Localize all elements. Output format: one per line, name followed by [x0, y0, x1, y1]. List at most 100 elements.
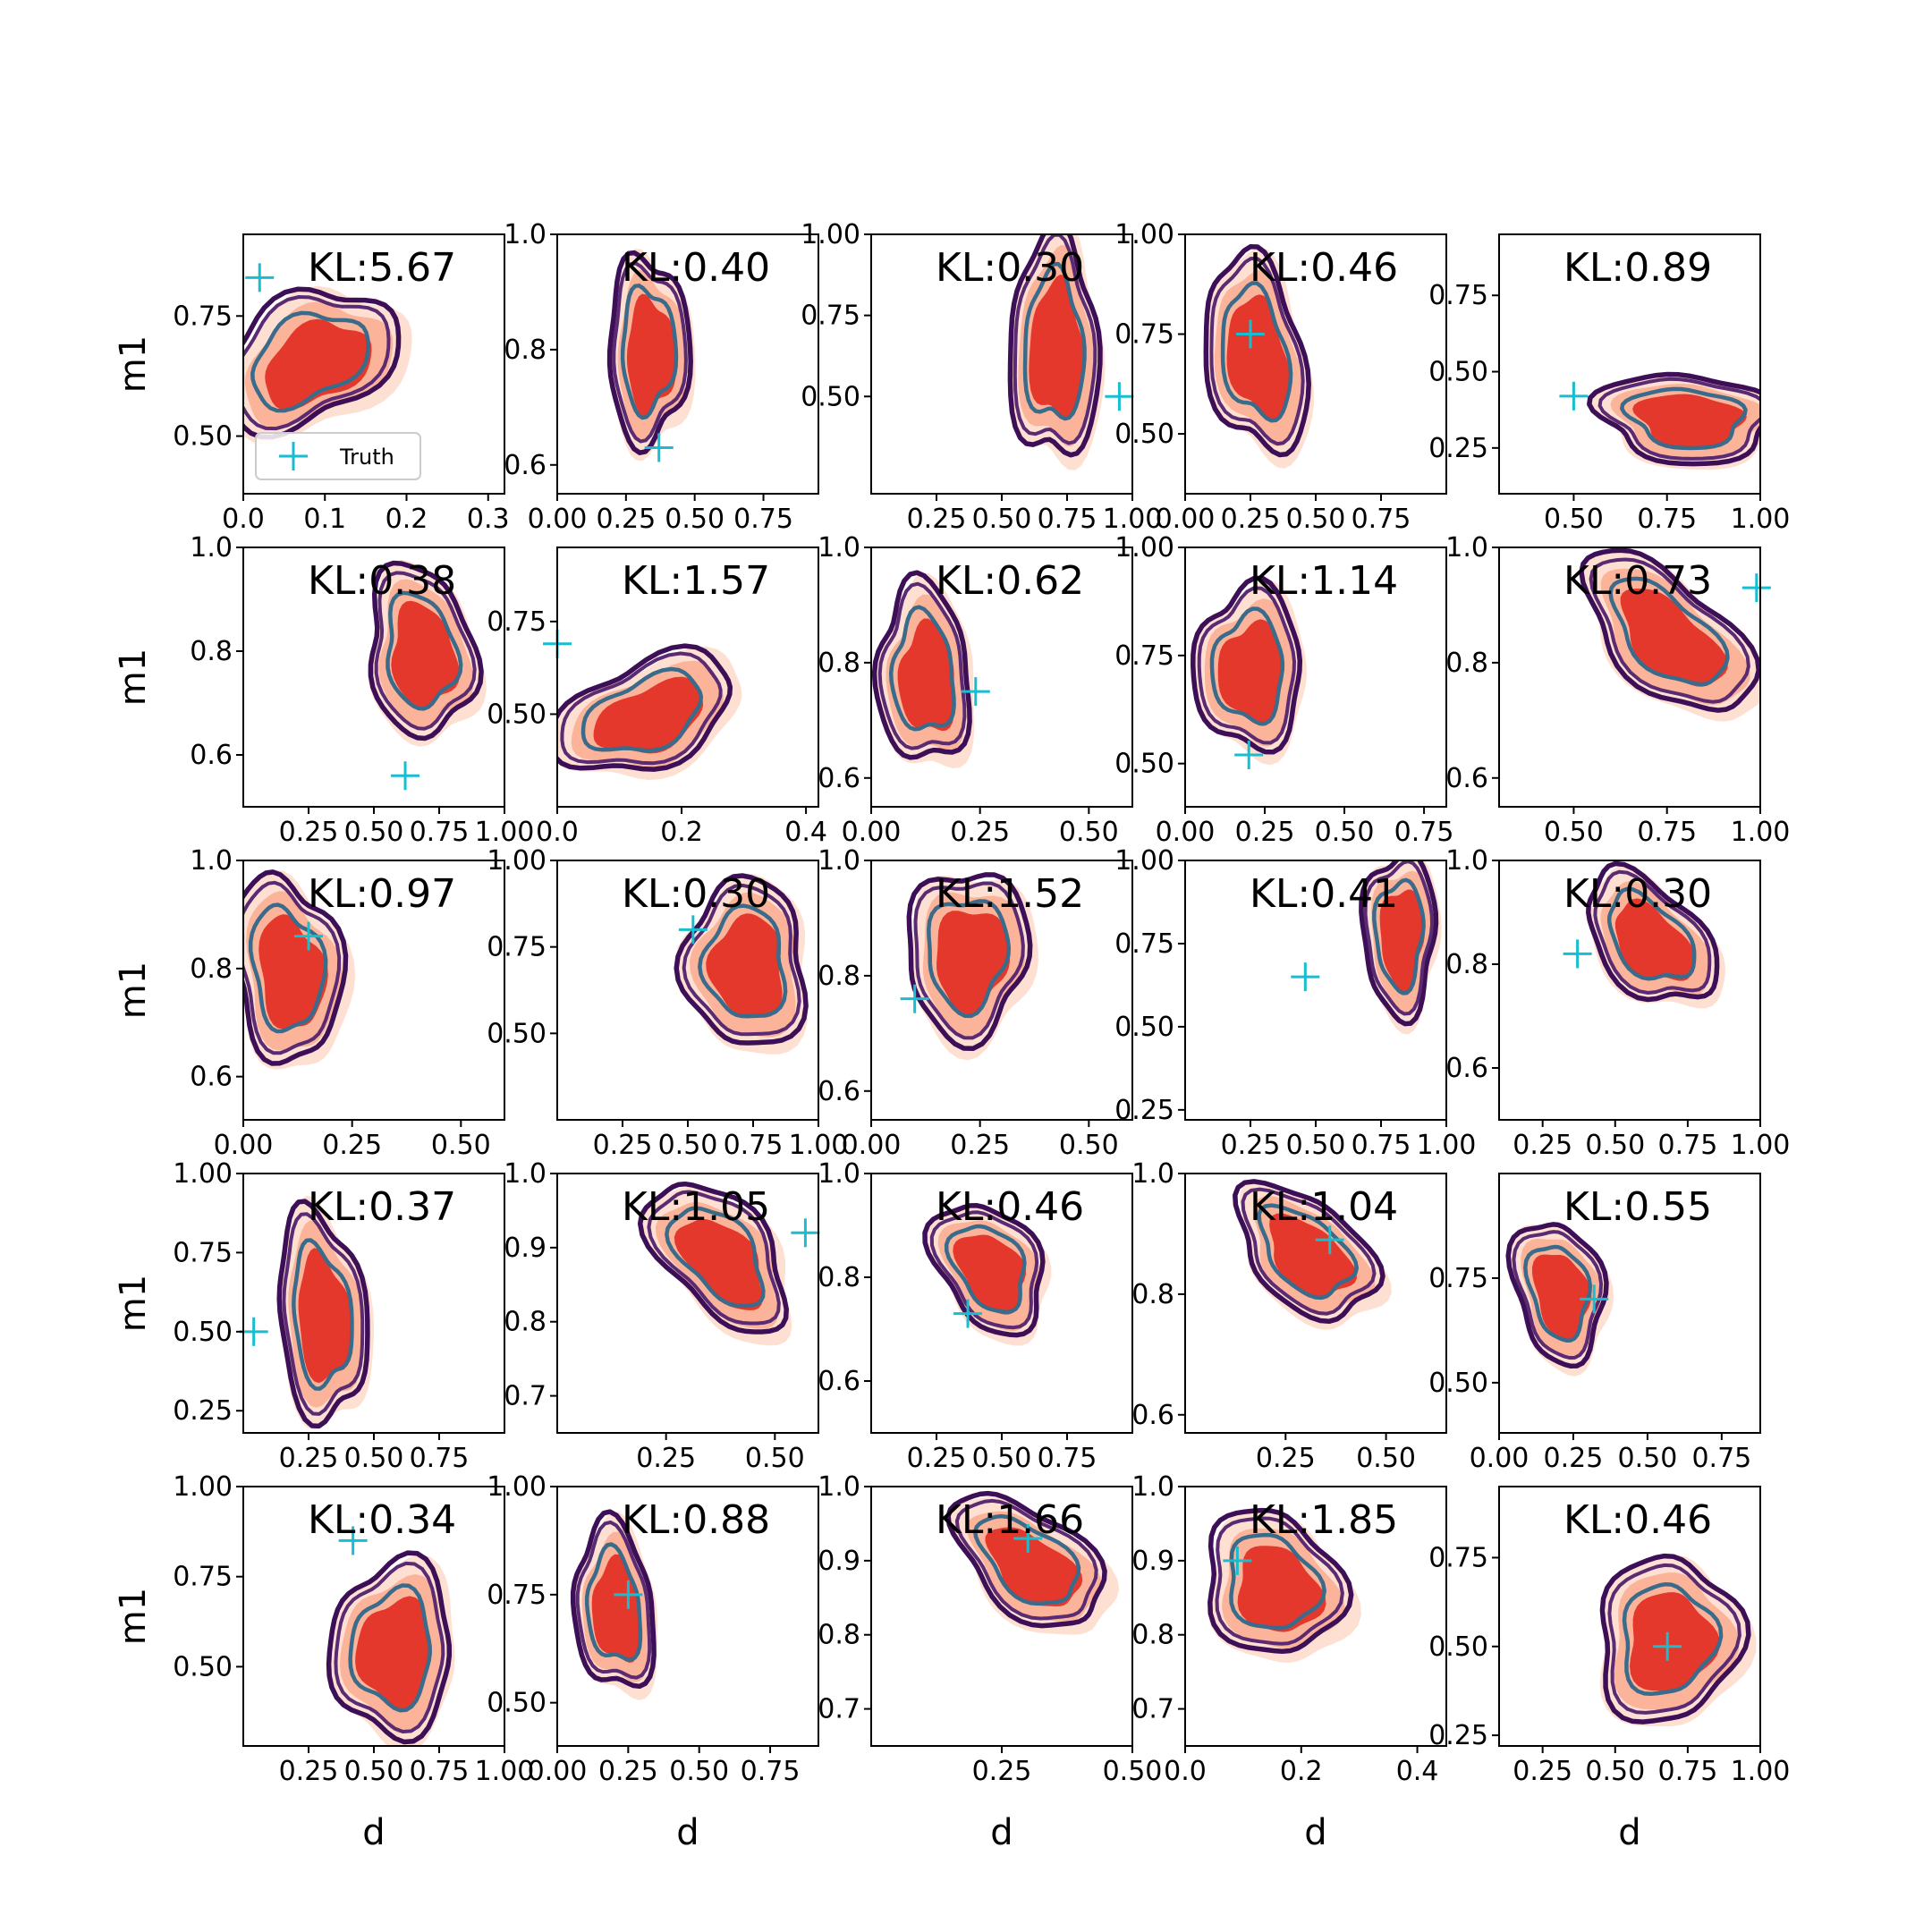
panel-plot-area	[1586, 860, 1725, 1009]
contour-outer	[1203, 244, 1311, 458]
x-tick-label: 0.50	[431, 1130, 491, 1161]
kl-annotation: KL:0.38	[308, 558, 456, 604]
panel-plot-area	[906, 872, 1038, 1061]
y-tick-label: 0.9	[504, 1233, 547, 1264]
x-tick-label: 0.4	[784, 817, 827, 848]
contour-inner	[1209, 606, 1285, 726]
y-tick-label: 0.8	[818, 648, 860, 679]
contour-inner	[1257, 1203, 1360, 1301]
contour-middle	[1013, 234, 1097, 445]
x-tick-label: 0.2	[386, 504, 428, 535]
x-tick-label: 0.25	[322, 1130, 382, 1161]
panel-frame	[556, 547, 819, 808]
truth-marker	[1315, 1225, 1344, 1255]
kl-annotation: KL:1.05	[622, 1184, 770, 1230]
y-tick-label: 0.75	[1428, 280, 1488, 311]
y-tick-label: 0.8	[1131, 1279, 1174, 1310]
y-tick-label: 0.25	[1114, 1095, 1174, 1126]
x-tick-label: 0.75	[410, 817, 470, 848]
contour-inner	[348, 1583, 432, 1713]
panel-6: 0.25 0.50 0.75 1.00 0.6 0.8 1.0 KL:0.38 m1	[113, 532, 534, 848]
x-tick-label: 0.50	[344, 1443, 404, 1474]
panel-22: 0.00 0.25 0.50 0.75 0.50 0.75 1.00 KL:0.88 d	[487, 1471, 819, 1853]
density-fill-level-3	[674, 1218, 763, 1310]
x-tick-label: 0.50	[1585, 1130, 1645, 1161]
contour-middle	[243, 295, 391, 431]
panel-frame	[870, 860, 1133, 1121]
truth-marker	[644, 433, 674, 462]
contour-middle	[1197, 586, 1296, 745]
x-tick-label: 0.50	[344, 817, 404, 848]
panel-plot-area	[1208, 1507, 1361, 1663]
contour-inner	[1622, 1581, 1724, 1697]
contour-outer	[1233, 1179, 1385, 1324]
y-tick-label: 0.75	[487, 606, 547, 638]
y-tick-label: 0.50	[173, 421, 233, 453]
y-tick-label: 0.75	[1428, 1263, 1488, 1294]
x-tick-label: 0.50	[1544, 817, 1604, 848]
contour-inner	[248, 902, 328, 1034]
y-tick-label: 0.75	[801, 301, 860, 332]
x-tick-label: 0.75	[741, 1756, 801, 1787]
density-fill-level-3	[936, 911, 1011, 1018]
y-tick-label: 0.50	[1428, 357, 1488, 388]
density-fill-level-3	[706, 913, 783, 1018]
y-tick-label: 1.00	[487, 845, 547, 877]
x-tick-label: 0.25	[1513, 1130, 1572, 1161]
density-fill-level-3	[1632, 394, 1747, 449]
y-tick-label: 0.6	[504, 450, 547, 481]
truth-marker	[1291, 962, 1320, 992]
y-tick-label: 0.50	[1114, 749, 1174, 780]
kl-annotation: KL:0.97	[308, 871, 456, 917]
x-tick-label: 0.0	[536, 817, 579, 848]
density-fill-level-3	[626, 293, 677, 417]
x-tick-label: 0.00	[842, 817, 902, 848]
y-tick-label: 0.8	[818, 961, 860, 992]
y-axis-label: m1	[113, 648, 154, 706]
y-tick-label: 0.8	[190, 953, 233, 985]
kl-annotation: KL:1.52	[936, 871, 1084, 917]
y-tick-label: 0.8	[504, 335, 547, 366]
x-tick-label: 0.1	[303, 504, 346, 535]
contour-middle	[1363, 860, 1434, 1016]
x-tick-label: 0.00	[214, 1130, 274, 1161]
panel-plot-area	[367, 559, 487, 747]
x-tick-label: 0.50	[1059, 817, 1119, 848]
y-axis-label: m1	[113, 335, 154, 393]
y-tick-label: 1.00	[1114, 532, 1174, 564]
y-tick-label: 0.50	[173, 1651, 233, 1682]
x-tick-label: 0.00	[1156, 817, 1216, 848]
y-tick-label: 0.8	[818, 1262, 860, 1293]
x-tick-label: 0.25	[907, 1443, 967, 1474]
density-fill-level-3	[953, 1234, 1026, 1315]
kl-annotation: KL:0.89	[1563, 245, 1712, 291]
truth-marker	[1236, 319, 1265, 349]
y-tick-label: 0.50	[173, 1317, 233, 1348]
y-tick-label: 0.6	[818, 763, 860, 794]
truth-marker	[1741, 573, 1771, 603]
x-tick-label: 0.0	[1164, 1756, 1207, 1787]
contour-outer	[570, 1509, 657, 1690]
x-tick-label: 0.25	[950, 817, 1010, 848]
panel-plot-area	[1191, 575, 1307, 766]
contour-middle	[1593, 869, 1712, 995]
x-tick-label: 0.25	[279, 1756, 339, 1787]
contour-middle	[282, 1212, 365, 1416]
panel-plot-area	[557, 643, 742, 780]
truth-marker	[614, 1580, 643, 1609]
y-tick-label: 0.6	[1445, 1053, 1488, 1084]
panel-plot-area	[326, 1550, 455, 1746]
contour-inner	[250, 310, 370, 413]
contour-middle	[929, 1210, 1039, 1330]
panel-frame	[1184, 1173, 1447, 1434]
contour-middle	[243, 880, 342, 1055]
contour-middle	[954, 1498, 1098, 1621]
x-axis-label: d	[1304, 1812, 1326, 1853]
contour-middle	[374, 571, 477, 731]
x-tick-label: 0.00	[1156, 504, 1216, 535]
contour-outer	[368, 560, 484, 741]
legend-box	[255, 432, 421, 480]
contour-inner	[580, 666, 704, 753]
truth-marker	[391, 761, 420, 791]
